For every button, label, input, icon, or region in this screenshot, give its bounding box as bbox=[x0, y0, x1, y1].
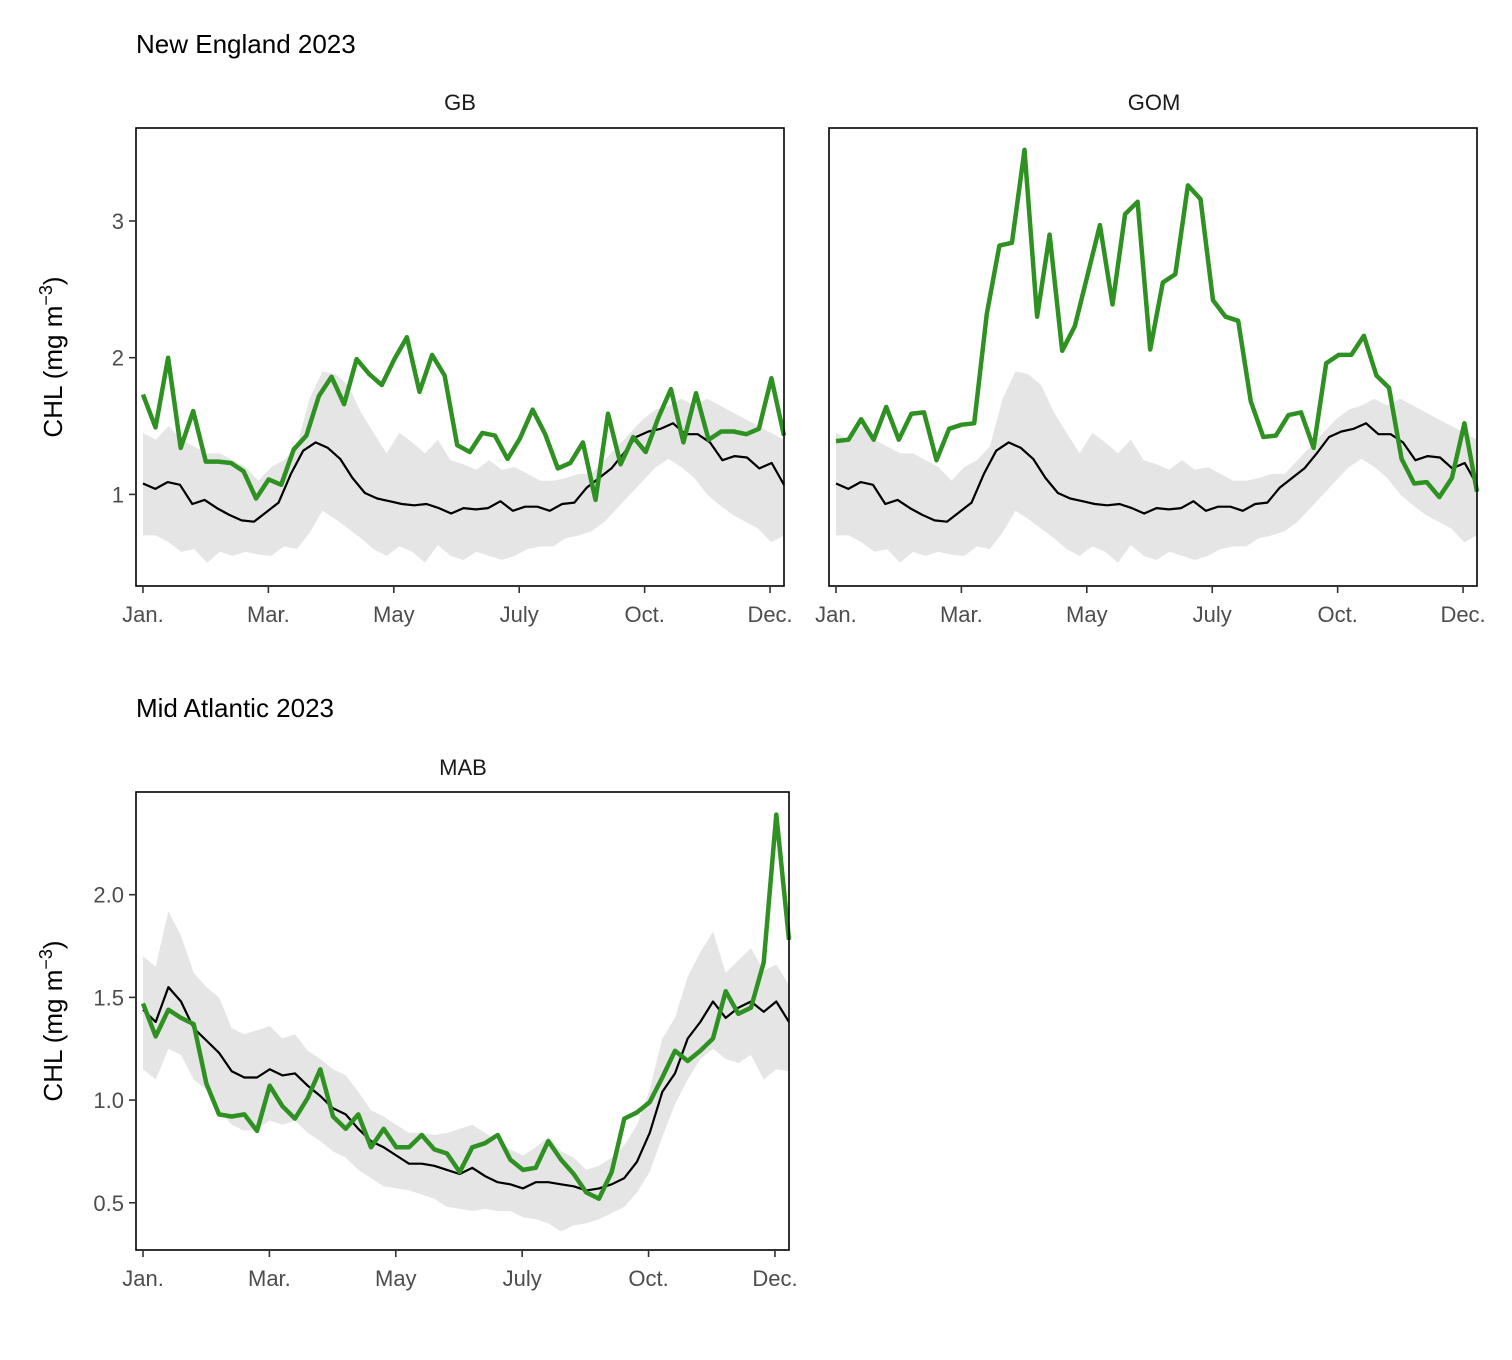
x-tick-label-gb: Jan. bbox=[122, 602, 164, 627]
x-tick-label-mab: Mar. bbox=[248, 1266, 291, 1291]
y-tick-label-gb: 3 bbox=[112, 209, 124, 234]
strip-label-gb: GB bbox=[444, 90, 476, 115]
strip-label-mab: MAB bbox=[439, 755, 487, 780]
panel-frame-gom bbox=[828, 127, 1478, 587]
y-tick-label-gb: 2 bbox=[112, 346, 124, 371]
x-tick-label-gb: Mar. bbox=[247, 602, 290, 627]
panel-mab: Jan. Mar. May July Oct. Dec. 0.5 1.0 1.5 2.0 CHL (… bbox=[36, 791, 798, 1291]
x-tick-label-mab: Jan. bbox=[122, 1266, 164, 1291]
group-title-new-england: New England 2023 bbox=[136, 29, 356, 59]
y-axis-title-mab: CHL (mg m−3) bbox=[36, 940, 68, 1101]
group-title-mid-atlantic: Mid Atlantic 2023 bbox=[136, 693, 334, 723]
x-tick-label-gom: July bbox=[1193, 602, 1232, 627]
x-tick-label-gb: Oct. bbox=[624, 602, 664, 627]
y-tick-label-mab: 1.5 bbox=[93, 985, 124, 1010]
x-tick-label-mab: Oct. bbox=[628, 1266, 668, 1291]
y-tick-label-mab: 0.5 bbox=[93, 1191, 124, 1216]
y-axis-title-gb: CHL (mg m−3) bbox=[36, 276, 68, 437]
panel-gom: Jan. Mar. May July Oct. Dec. bbox=[815, 127, 1486, 627]
y-tick-label-gb: 1 bbox=[112, 482, 124, 507]
band-gom bbox=[836, 371, 1477, 563]
x-tick-label-gom: Mar. bbox=[940, 602, 983, 627]
band-gb bbox=[143, 371, 784, 563]
x-tick-label-mab: Dec. bbox=[752, 1266, 797, 1291]
band-mab bbox=[143, 911, 789, 1232]
x-tick-label-gb: Dec. bbox=[747, 602, 792, 627]
x-tick-label-gb: May bbox=[373, 602, 415, 627]
series-line-mean-gom bbox=[835, 422, 1478, 523]
series-line-observed-mab bbox=[140, 812, 792, 1201]
series-line-mean-gb bbox=[142, 422, 785, 523]
x-tick-label-gom: May bbox=[1066, 602, 1108, 627]
series-line-observed-gb bbox=[140, 334, 787, 503]
y-tick-label-mab: 1.0 bbox=[93, 1088, 124, 1113]
panel-gb: Jan. Mar. May July Oct. Dec. 1 2 3 CHL (mg m−3) bbox=[36, 127, 793, 627]
strip-label-gom: GOM bbox=[1128, 90, 1181, 115]
x-tick-label-mab: May bbox=[375, 1266, 417, 1291]
x-tick-label-gom: Oct. bbox=[1317, 602, 1357, 627]
x-tick-label-gom: Dec. bbox=[1440, 602, 1485, 627]
series-line-observed-gom bbox=[835, 147, 1480, 500]
x-tick-label-gb: July bbox=[500, 602, 539, 627]
panel-frame-mab bbox=[135, 791, 790, 1251]
y-tick-label-mab: 2.0 bbox=[93, 883, 124, 908]
x-tick-label-gom: Jan. bbox=[815, 602, 857, 627]
x-tick-label-mab: July bbox=[503, 1266, 542, 1291]
